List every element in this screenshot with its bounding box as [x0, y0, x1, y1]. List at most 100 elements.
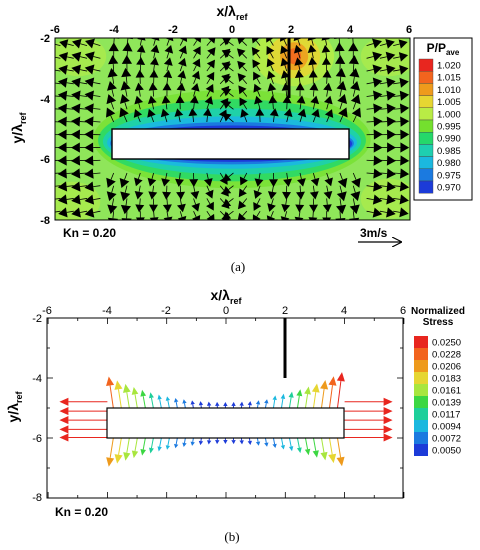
vector-shaft [193, 40, 198, 46]
vector-shaft [379, 69, 388, 72]
vector-shaft [79, 108, 88, 110]
stress-vector-shaft [256, 404, 259, 409]
vector-shaft [79, 56, 88, 59]
vector-shaft [79, 185, 88, 187]
pressure-legend: P/Pave 1.0201.0151.0101.0051.0000.9950.9… [413, 37, 473, 201]
vector-arrow [120, 191, 131, 202]
vector-arrow [108, 55, 119, 65]
vector-shaft [339, 185, 343, 193]
stress-vector [383, 425, 393, 434]
vector-arrow [310, 95, 320, 105]
vector-shaft [271, 90, 274, 97]
vector-arrow [84, 116, 94, 127]
panel-b-ylabel: y/λref [5, 391, 24, 423]
stress-vector-shaft [142, 437, 146, 450]
vector-shaft [339, 172, 343, 180]
vector-arrow [296, 95, 306, 104]
stress-vector-shaft [159, 437, 162, 447]
stress-vector-shaft [304, 437, 309, 450]
y-tick-label: -6 [40, 154, 50, 166]
vector-arrow [351, 107, 361, 118]
vector-arrow [222, 49, 232, 59]
stress-vector [223, 401, 228, 407]
vector-shaft [366, 172, 374, 174]
stress-vector [165, 445, 171, 450]
legend-swatch [418, 180, 434, 194]
vector-shaft [193, 211, 197, 218]
vector-shaft [352, 198, 356, 206]
vector-shaft [298, 77, 301, 84]
vector-arrow [162, 82, 172, 91]
vector-arrow [148, 191, 158, 200]
vector-arrow [163, 57, 173, 66]
vector-arrow [350, 191, 361, 202]
stress-vector-shaft [134, 394, 138, 409]
vector-arrow [296, 191, 305, 200]
vector-shaft [93, 69, 101, 72]
vector-shaft [298, 211, 301, 218]
stress-vector [320, 380, 329, 390]
vector-shaft [393, 43, 400, 46]
vector-shaft [352, 115, 357, 123]
vector-shaft [165, 102, 168, 110]
stress-vector-shaft [175, 401, 178, 409]
vector-arrow [147, 108, 156, 118]
vector-arrow [386, 194, 396, 205]
vector-arrow [222, 100, 232, 109]
vector-shaft [339, 115, 344, 123]
vector-arrow [399, 77, 409, 88]
legend-label: 0.0094 [432, 422, 461, 433]
vector-shaft [138, 103, 141, 110]
stress-vector [114, 380, 123, 390]
vector-arrow [222, 75, 232, 84]
vector-arrow [399, 103, 410, 114]
vector-arrow [280, 216, 290, 220]
vector-arrow [190, 190, 200, 200]
vector-arrow [121, 67, 132, 78]
vector-arrow [308, 69, 318, 78]
vector-shaft [93, 95, 101, 97]
stress-vector [255, 400, 261, 405]
vector-shaft [179, 211, 183, 218]
vector-shaft [151, 115, 154, 123]
stress-vector-shaft [280, 398, 284, 409]
stress-vector [272, 395, 277, 401]
vector-shaft [228, 92, 234, 97]
vector-arrow [72, 38, 82, 49]
vector-arrow [71, 129, 80, 140]
vector-shaft [66, 210, 74, 213]
vector-arrow [106, 94, 117, 105]
vector-arrow [399, 207, 409, 218]
vector-arrow [149, 57, 159, 66]
stress-vector-shaft [109, 437, 114, 458]
legend-swatch [418, 119, 434, 133]
vector-shaft [179, 90, 182, 97]
vector-arrow [399, 194, 409, 205]
panel-b-xlabel: x/λref [211, 287, 243, 306]
vector-arrow [237, 73, 247, 82]
vector-arrow [84, 64, 95, 75]
vector-shaft [326, 198, 328, 205]
stress-vector-shaft [126, 437, 130, 453]
vector-shaft [352, 172, 357, 180]
vector-shaft [352, 102, 357, 110]
vector-arrow [45, 130, 54, 140]
vector-arrow [386, 77, 396, 88]
vector-arrow [136, 44, 146, 53]
vector-shaft [55, 108, 61, 110]
vector-shaft [255, 40, 261, 46]
stress-vector-shaft [150, 437, 154, 449]
stress-vector [165, 396, 171, 401]
stress-vector-shaft [109, 385, 114, 409]
vector-arrow [174, 108, 184, 117]
vector-arrow [267, 82, 277, 92]
vector-arrow [280, 57, 290, 67]
vector-arrow [205, 189, 214, 199]
vector-shaft [270, 77, 274, 84]
vector-shaft [66, 198, 74, 200]
vector-shaft [393, 69, 401, 72]
vector-arrow [283, 108, 293, 117]
pressure-legend-title: P/Pave [427, 41, 460, 57]
vector-shaft [228, 185, 234, 190]
